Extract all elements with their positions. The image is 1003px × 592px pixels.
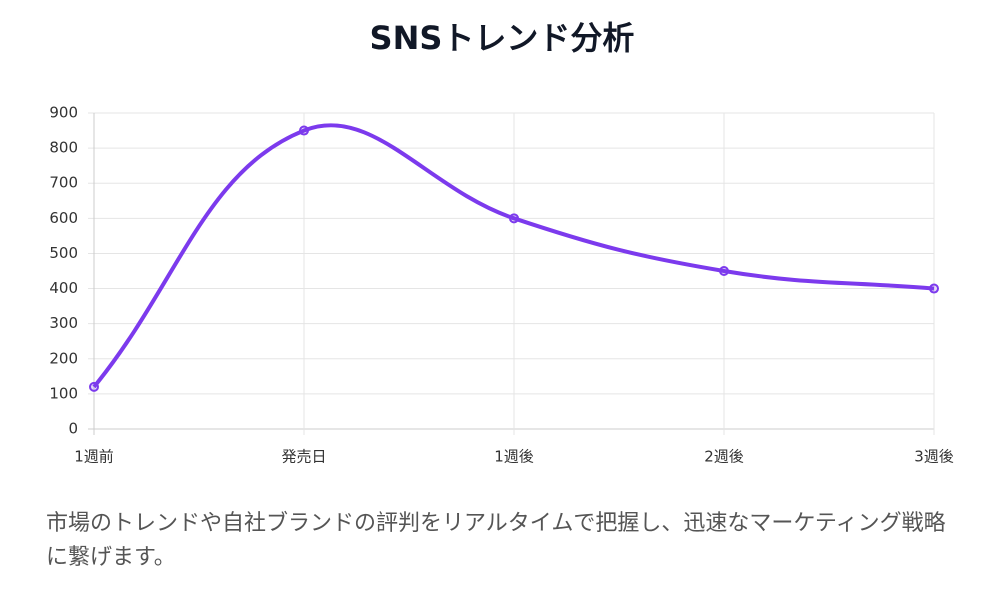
y-tick-label: 400: [49, 279, 78, 297]
y-tick-label: 0: [68, 420, 78, 438]
x-tick-label: 2週後: [704, 448, 744, 466]
y-tick-label: 100: [49, 384, 78, 402]
x-tick-label: 発売日: [281, 448, 326, 466]
y-tick-label: 700: [49, 174, 78, 192]
y-tick-label: 300: [49, 314, 78, 332]
point: [929, 283, 939, 294]
y-tick-label: 800: [49, 139, 78, 157]
x-tick-label: 1週前: [74, 448, 114, 466]
line: [92, 123, 935, 389]
x-tick-label: 1週後: [494, 448, 534, 466]
y-tick-label: 600: [49, 209, 78, 227]
point: [719, 266, 729, 276]
description: 市場のトレンドや自社ブランドの評判をリアルタイムで把握し、迅速なマーケティング戦…: [46, 511, 946, 570]
chart: SNSトレンド分析 0 100 200 300 400 500 600 700 800 900 1週…: [49, 19, 954, 466]
point: [299, 125, 309, 136]
y-tick-label: 200: [49, 349, 78, 367]
chart-title: SNSトレンド分析: [370, 19, 635, 57]
point: [89, 381, 99, 392]
y-tick-label: 900: [49, 104, 78, 122]
y-tick-label: 500: [49, 244, 78, 262]
point: [509, 213, 519, 224]
x-tick-label: 3週後: [914, 448, 954, 466]
